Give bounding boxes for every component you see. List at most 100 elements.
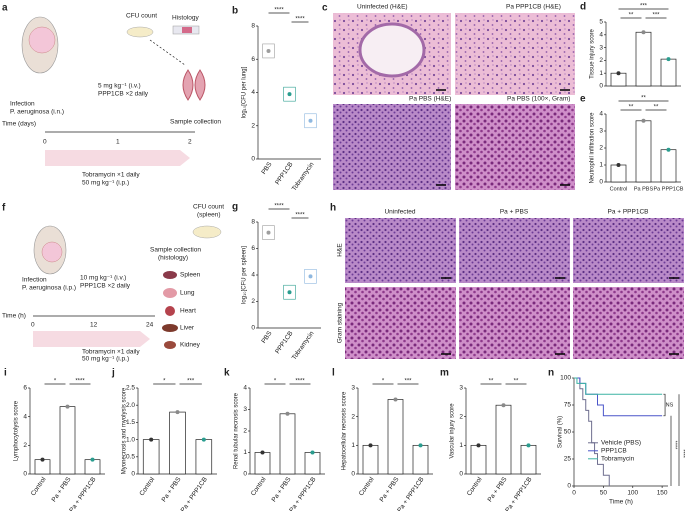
box [304, 269, 317, 284]
y-tick-label: 0 [599, 179, 603, 186]
y-axis-label: Myonecrosis and myolysis score [122, 387, 128, 474]
survival-line [574, 377, 663, 395]
y-tick-label: 1.0 [126, 436, 135, 443]
y-tick-label: 3 [599, 128, 603, 135]
data-dot [65, 404, 70, 409]
micrograph [333, 104, 451, 190]
panel-letter: n [548, 368, 554, 379]
y-tick-label: 2 [599, 145, 603, 152]
data-dot [149, 437, 154, 442]
data-dot [287, 290, 292, 295]
x-tick-label: 100 [627, 490, 638, 497]
panel-letter: i [4, 368, 7, 379]
bar [34, 459, 51, 475]
y-tick-label: 50 [564, 429, 572, 436]
y-tick-label: 6 [251, 56, 255, 63]
box [283, 284, 296, 300]
x-tick-label: Control [358, 476, 376, 498]
x-tick-label: PPP1CB [274, 161, 294, 186]
schematic-label: Histology [172, 15, 199, 22]
data-dot [666, 147, 671, 152]
bar [635, 120, 652, 183]
significance: *** [187, 379, 195, 385]
x-tick-label: 50 [600, 490, 608, 497]
micrograph [573, 287, 684, 359]
y-tick-label: 4 [251, 272, 255, 279]
bar [59, 406, 76, 475]
panel-letter: f [2, 203, 6, 214]
x-tick-label: Pa PPP1CB [654, 186, 684, 192]
legend-label: Tobramycin [601, 456, 635, 463]
x-tick-label: Pa + PBS [271, 476, 293, 504]
bar [412, 444, 429, 475]
data-dot [418, 443, 423, 448]
significance: **** [680, 449, 685, 458]
y-tick-label: 0 [243, 471, 247, 478]
schematic-label: (spleen) [197, 212, 220, 219]
y-axis-label: log₁₀[CFU per lung] [242, 66, 248, 118]
significance: *** [404, 379, 412, 385]
x-tick-label: 0 [572, 490, 576, 497]
schematic-label: (histology) [158, 255, 188, 262]
bar [610, 164, 627, 183]
micrograph [455, 104, 575, 190]
schematic-label: 0 [31, 322, 35, 329]
y-tick-label: 4 [243, 385, 247, 392]
column-label: Uninfected [384, 209, 415, 216]
y-tick-label: 2 [351, 413, 355, 420]
significance: *** [652, 13, 660, 19]
y-axis-label: Renal tubular necrosis score [234, 392, 240, 469]
box [283, 86, 296, 102]
data-dot [476, 443, 481, 448]
bar [169, 411, 186, 475]
micrograph [345, 287, 456, 359]
panel-letter: d [580, 2, 586, 13]
schematic-label: Time (days) [2, 121, 36, 128]
micrograph [573, 218, 684, 283]
data-dot [266, 230, 271, 235]
schematic-a [21, 16, 206, 166]
x-tick-label: Pa + PPP1CB [504, 476, 533, 511]
data-dot [501, 403, 506, 408]
significance: **** [274, 8, 284, 14]
survival-line [574, 377, 610, 486]
data-dot [310, 450, 315, 455]
y-tick-label: 0 [23, 471, 27, 478]
y-tick-label: 4 [599, 32, 603, 39]
x-tick-label: Pa + PBS [51, 476, 73, 504]
x-axis-label: Time (h) [609, 499, 633, 506]
bar [660, 149, 677, 183]
significance: ** [641, 96, 646, 102]
y-tick-label: 0 [599, 83, 603, 90]
micrograph-caption: Pa PBS (100×, Gram) [507, 96, 570, 103]
y-tick-label: 6 [23, 385, 27, 392]
panel-letter: e [580, 94, 586, 105]
micrograph [459, 287, 570, 359]
data-dot [287, 92, 292, 97]
micrograph [455, 13, 575, 95]
y-tick-label: 3 [459, 385, 463, 392]
schematic-label: P. aeruginosa (i.p.) [22, 285, 76, 292]
y-tick-label: 4 [23, 413, 27, 420]
significance: **** [274, 204, 284, 210]
schematic-label: Infection [22, 277, 47, 284]
y-tick-label: 0 [351, 471, 355, 478]
schematic-label: 50 mg kg⁻¹ (i.p.) [82, 180, 129, 187]
x-tick-label: PBS [260, 161, 274, 176]
y-tick-label: 1 [243, 449, 247, 456]
x-tick-label: Pa + PPP1CB [396, 476, 425, 511]
y-tick-label: 2 [599, 57, 603, 64]
significance: *** [640, 4, 648, 10]
y-tick-label: 5 [599, 19, 603, 26]
schematic-f [33, 225, 222, 349]
significance: * [163, 379, 166, 385]
y-tick-label: 1 [599, 162, 603, 169]
bar [387, 399, 404, 475]
y-tick-label: 8 [251, 23, 255, 30]
x-tick-label: Control [250, 476, 268, 498]
schematic-label: PPP1CB ×2 daily [80, 283, 131, 290]
y-tick-label: 1 [351, 442, 355, 449]
organ-label: Spleen [180, 272, 201, 279]
panel-letter: j [111, 368, 115, 379]
x-tick-label: Control [138, 476, 156, 498]
